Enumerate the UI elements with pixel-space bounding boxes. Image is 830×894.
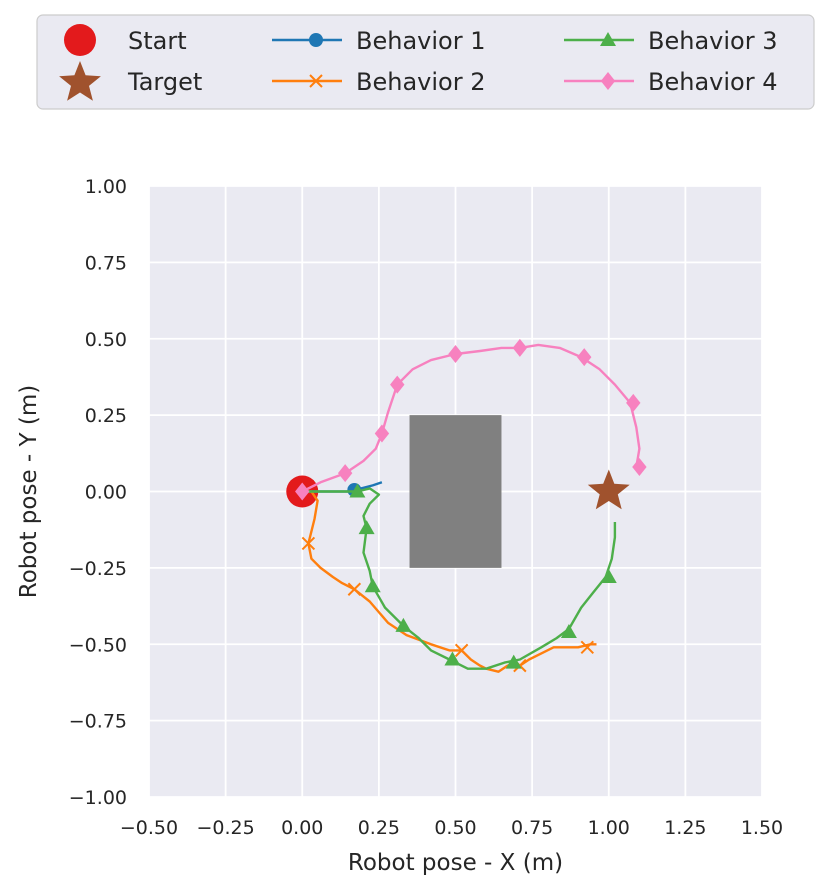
series-point xyxy=(349,483,366,498)
legend: Start Target Behavior 1 Behavior 2 Behavior … xyxy=(59,24,777,101)
series-2 xyxy=(301,490,597,673)
legend-entry: Behavior 2 xyxy=(272,68,485,96)
legend-marker xyxy=(309,74,323,88)
legend-label: Target xyxy=(127,68,202,96)
series-point xyxy=(295,482,310,501)
series-point xyxy=(600,569,617,584)
series-point xyxy=(448,345,463,364)
x-tick-label: 0.75 xyxy=(511,817,553,839)
series-point xyxy=(347,582,362,596)
series-point xyxy=(374,424,390,443)
series-point-stroke xyxy=(580,640,595,655)
y-tick-label: 0.00 xyxy=(85,482,127,504)
legend-label: Behavior 4 xyxy=(648,68,777,96)
x-tick-label: −0.50 xyxy=(120,817,178,839)
y-tick-label: 0.25 xyxy=(85,405,127,427)
legend-entry: Behavior 1 xyxy=(272,27,485,55)
legend-marker xyxy=(600,32,616,46)
series-point xyxy=(337,464,353,483)
legend-entry: Start xyxy=(64,24,187,56)
series-line xyxy=(302,487,617,670)
series-layer xyxy=(286,338,647,673)
x-tick-label: 0.25 xyxy=(358,817,400,839)
series-point xyxy=(626,393,641,412)
x-tick-label: 0.00 xyxy=(281,817,323,839)
series-point xyxy=(301,536,316,551)
y-tick-label: −0.50 xyxy=(69,634,127,656)
legend-label: Start xyxy=(128,27,187,55)
x-tick-label: 1.25 xyxy=(664,817,706,839)
tick-labels: −0.50 −0.25 0.00 0.25 0.50 0.75 1.00 1.25 1.50 −1… xyxy=(69,176,783,839)
x-tick-label: −0.25 xyxy=(197,817,255,839)
legend-entry: Behavior 3 xyxy=(564,27,777,55)
legend-start-icon xyxy=(64,24,96,56)
legend-label: Behavior 3 xyxy=(648,27,777,55)
legend-target-icon xyxy=(59,61,101,101)
legend-label: Behavior 1 xyxy=(356,27,485,55)
series-point xyxy=(512,338,528,357)
series-4 xyxy=(295,338,647,501)
series-3 xyxy=(302,483,617,670)
series-point xyxy=(390,375,405,394)
series-point xyxy=(395,617,412,632)
y-tick-label: −1.00 xyxy=(69,787,127,809)
legend-marker xyxy=(309,33,323,47)
legend-marker-stroke xyxy=(309,74,323,88)
series-point xyxy=(358,520,375,535)
y-tick-label: 0.50 xyxy=(85,329,127,351)
legend-marker xyxy=(600,72,616,90)
series-point-stroke xyxy=(454,643,469,658)
series-point-stroke xyxy=(301,536,316,551)
series-point xyxy=(577,348,592,367)
legend-entry: Behavior 4 xyxy=(564,68,777,96)
series-point-stroke xyxy=(347,582,362,596)
series-point xyxy=(580,640,595,655)
series-line xyxy=(301,343,641,493)
x-axis-label: Robot pose - X (m) xyxy=(348,850,563,876)
series-point xyxy=(364,578,381,593)
x-tick-label: 0.50 xyxy=(434,817,476,839)
series-line xyxy=(302,490,597,673)
y-tick-label: 1.00 xyxy=(85,176,127,198)
y-tick-label: −0.25 xyxy=(69,558,127,580)
obstacle xyxy=(409,415,502,568)
series-point xyxy=(454,643,469,658)
series-point xyxy=(444,651,461,666)
legend-entry: Target xyxy=(59,61,202,101)
y-tick-label: 0.75 xyxy=(85,252,127,274)
legend-label: Behavior 2 xyxy=(356,68,485,96)
target-marker xyxy=(587,469,630,510)
legend-box xyxy=(36,14,815,110)
x-tick-label: 1.50 xyxy=(741,817,783,839)
y-tick-label: −0.75 xyxy=(69,711,127,733)
y-axis-label: Robot pose - Y (m) xyxy=(16,385,42,598)
series-point xyxy=(505,654,522,669)
x-tick-label: 1.00 xyxy=(588,817,630,839)
series-point xyxy=(632,458,647,477)
series-point xyxy=(560,624,577,639)
